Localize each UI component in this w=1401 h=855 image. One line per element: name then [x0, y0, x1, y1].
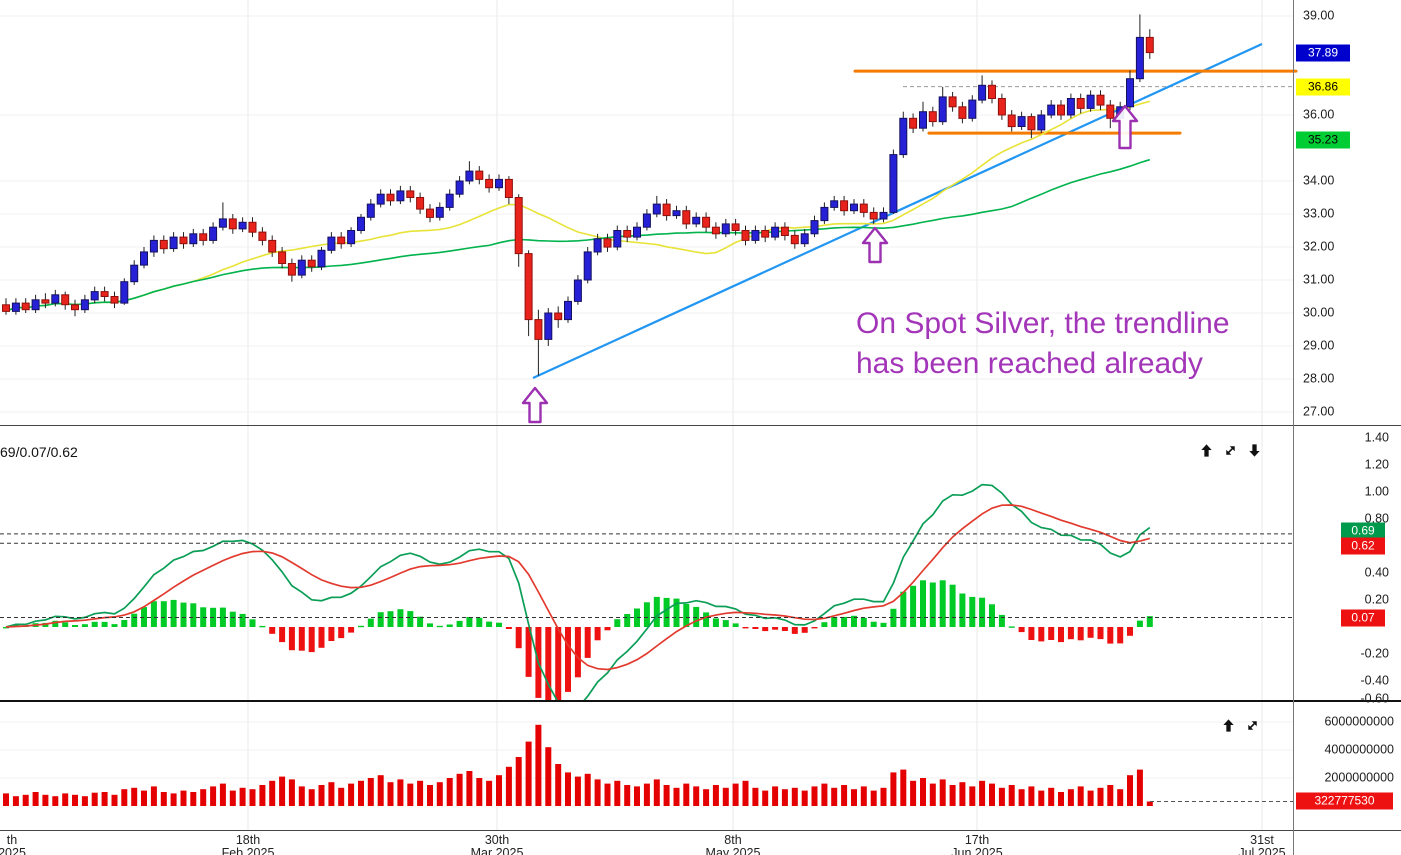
trendline-annotation-text: On Spot Silver, the trendline has been r… — [856, 304, 1230, 384]
macd-values-label: 69/0.07/0.62 — [0, 444, 78, 460]
pane-maximize-icon[interactable] — [1223, 443, 1238, 458]
sma50-line — [5, 158, 1151, 313]
up-arrow-annotation[interactable] — [521, 386, 549, 424]
pane-move-up-icon[interactable] — [1221, 718, 1236, 733]
pane-move-up-icon[interactable] — [1199, 443, 1214, 458]
annotation-line2: has been reached already — [856, 347, 1203, 380]
trendline[interactable] — [532, 42, 1263, 380]
volume-bars — [3, 724, 1153, 806]
volume-pane-controls — [1221, 718, 1260, 733]
candles-layer — [2, 14, 1154, 376]
gridlines — [0, 0, 1293, 830]
pane-move-down-icon[interactable] — [1247, 443, 1262, 458]
up-arrow-annotation[interactable] — [861, 226, 889, 264]
annotation-line1: On Spot Silver, the trendline — [856, 307, 1230, 340]
pane-maximize-icon[interactable] — [1245, 718, 1260, 733]
macd-line — [5, 483, 1151, 700]
macd-signal-line — [5, 504, 1151, 671]
up-arrow-annotation[interactable] — [1111, 104, 1139, 150]
macd-pane-controls — [1199, 443, 1262, 458]
macd-histogram — [3, 580, 1153, 700]
